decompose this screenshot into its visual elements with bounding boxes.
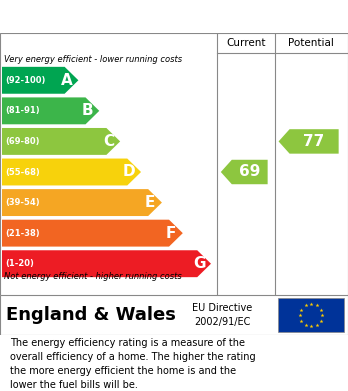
Text: D: D [123,165,136,179]
Text: (81-91): (81-91) [5,106,40,115]
Text: (1-20): (1-20) [5,259,34,268]
Polygon shape [2,158,141,185]
Text: Energy Efficiency Rating: Energy Efficiency Rating [10,7,239,25]
Polygon shape [278,129,339,154]
Polygon shape [2,67,78,94]
Text: EU Directive
2002/91/EC: EU Directive 2002/91/EC [192,303,252,326]
Text: Current: Current [226,38,266,48]
Polygon shape [2,220,183,247]
Text: (55-68): (55-68) [5,167,40,176]
Text: 69: 69 [239,165,260,179]
Text: Not energy efficient - higher running costs: Not energy efficient - higher running co… [4,272,182,281]
Bar [278,298,344,332]
Text: A: A [61,73,73,88]
Text: (92-100): (92-100) [5,76,45,85]
Text: E: E [145,195,156,210]
Polygon shape [2,189,162,216]
Text: B: B [82,103,93,118]
Text: F: F [166,226,176,240]
Polygon shape [2,97,99,124]
Polygon shape [2,128,120,155]
Polygon shape [2,250,211,277]
Text: (39-54): (39-54) [5,198,40,207]
Text: England & Wales: England & Wales [6,306,176,324]
Text: (69-80): (69-80) [5,137,40,146]
Text: 77: 77 [303,134,325,149]
Text: Very energy efficient - lower running costs: Very energy efficient - lower running co… [4,55,182,64]
Text: Potential: Potential [288,38,334,48]
Text: (21-38): (21-38) [5,229,40,238]
Text: The energy efficiency rating is a measure of the
overall efficiency of a home. T: The energy efficiency rating is a measur… [10,338,256,390]
Text: G: G [193,256,206,271]
Polygon shape [221,160,268,184]
Text: C: C [103,134,114,149]
